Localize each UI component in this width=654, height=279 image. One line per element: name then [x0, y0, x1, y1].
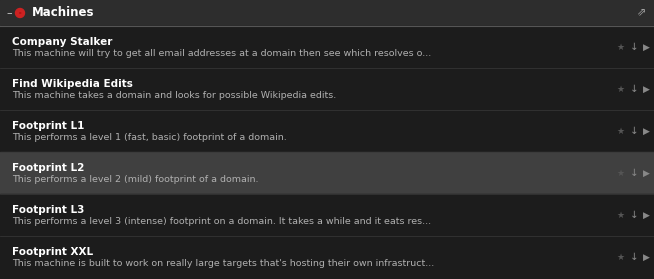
Text: ★: ★: [616, 252, 624, 261]
Text: o: o: [19, 11, 21, 15]
Text: ↓: ↓: [630, 84, 638, 94]
Bar: [0, 26, 654, 68]
Text: ▶: ▶: [643, 252, 649, 261]
Text: This machine is built to work on really large targets that's hosting their own i: This machine is built to work on really …: [12, 259, 434, 268]
Text: Footprint L2: Footprint L2: [12, 163, 84, 173]
Bar: [0, 152, 654, 194]
Text: ▶: ▶: [643, 42, 649, 52]
Text: ▶: ▶: [643, 85, 649, 93]
Bar: [0, 0, 654, 26]
Text: This performs a level 2 (mild) footprint of a domain.: This performs a level 2 (mild) footprint…: [12, 175, 258, 184]
Bar: [0, 68, 654, 110]
Text: ★: ★: [616, 85, 624, 93]
Text: Footprint XXL: Footprint XXL: [12, 247, 93, 257]
Text: Footprint L1: Footprint L1: [12, 121, 84, 131]
Text: This machine takes a domain and looks for possible Wikipedia edits.: This machine takes a domain and looks fo…: [12, 91, 336, 100]
Text: Machines: Machines: [32, 6, 94, 20]
Bar: [0, 110, 654, 152]
Text: ★: ★: [616, 126, 624, 136]
Text: ▶: ▶: [643, 210, 649, 220]
Text: –: –: [6, 8, 12, 18]
Text: ↓: ↓: [630, 42, 638, 52]
Text: ↓: ↓: [630, 252, 638, 262]
Text: ⇗: ⇗: [636, 8, 646, 18]
Text: This performs a level 3 (intense) footprint on a domain. It takes a while and it: This performs a level 3 (intense) footpr…: [12, 217, 431, 226]
Text: Find Wikipedia Edits: Find Wikipedia Edits: [12, 79, 133, 89]
Circle shape: [16, 8, 24, 18]
Text: Company Stalker: Company Stalker: [12, 37, 112, 47]
Text: ↓: ↓: [630, 168, 638, 178]
Text: ▶: ▶: [643, 169, 649, 177]
Text: ▶: ▶: [643, 126, 649, 136]
Bar: [0, 194, 654, 236]
Text: ★: ★: [616, 42, 624, 52]
Text: Footprint L3: Footprint L3: [12, 205, 84, 215]
Text: This machine will try to get all email addresses at a domain then see which reso: This machine will try to get all email a…: [12, 49, 431, 58]
Bar: [0, 236, 654, 278]
Text: This performs a level 1 (fast, basic) footprint of a domain.: This performs a level 1 (fast, basic) fo…: [12, 133, 286, 142]
Text: ★: ★: [616, 210, 624, 220]
Text: ★: ★: [616, 169, 624, 177]
Text: ↓: ↓: [630, 210, 638, 220]
Text: ↓: ↓: [630, 126, 638, 136]
